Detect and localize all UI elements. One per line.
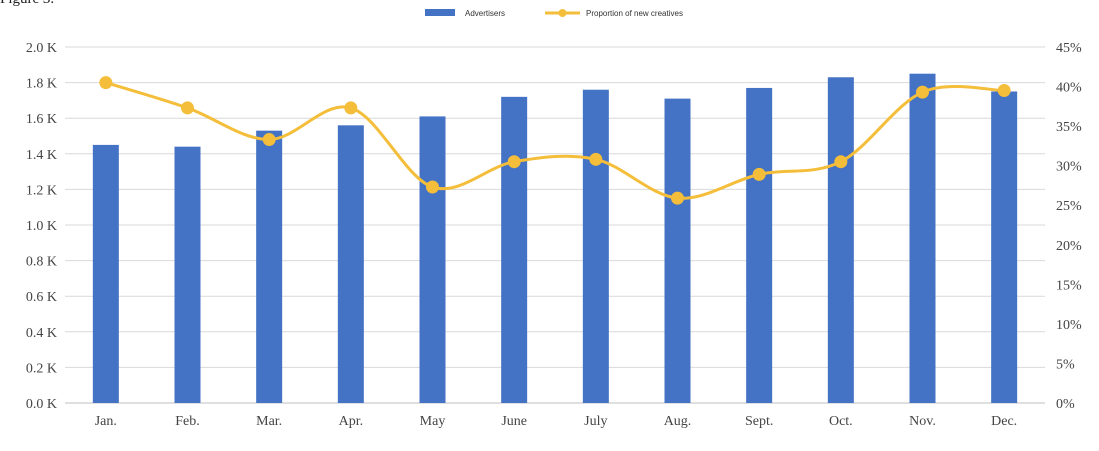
line-point-aug bbox=[671, 191, 684, 205]
left-tick-label: 0.8 K bbox=[26, 255, 57, 270]
left-tick-label: 1.0 K bbox=[26, 219, 57, 234]
x-tick-label: June bbox=[501, 414, 527, 429]
x-tick-label: Feb. bbox=[175, 414, 200, 429]
left-tick-label: 0.6 K bbox=[26, 290, 57, 305]
left-tick-label: 1.6 K bbox=[26, 112, 57, 127]
gridlines bbox=[65, 46, 1045, 404]
right-tick-label: 25% bbox=[1056, 199, 1082, 214]
line-point-sept bbox=[752, 167, 766, 181]
caption-fragment: Figure 3. bbox=[0, 0, 54, 8]
legend-line-label: Proportion of new creatives bbox=[586, 9, 683, 18]
bar-sept bbox=[746, 87, 773, 403]
x-tick-label: Mar. bbox=[256, 414, 282, 429]
left-tick-label: 1.8 K bbox=[26, 77, 57, 92]
right-tick-label: 5% bbox=[1056, 357, 1075, 372]
right-tick-label: 15% bbox=[1056, 278, 1082, 293]
proportion-line bbox=[105, 81, 1005, 200]
line-point-nov bbox=[916, 85, 929, 99]
line-point-feb bbox=[181, 101, 194, 115]
right-tick-label: 20% bbox=[1056, 239, 1082, 254]
bar-aug bbox=[664, 98, 691, 404]
right-tick-label: 35% bbox=[1056, 120, 1082, 135]
left-tick-label: 0.4 K bbox=[26, 326, 57, 341]
bar-july bbox=[582, 89, 609, 403]
x-tick-label: Dec. bbox=[991, 414, 1017, 429]
right-tick-label: 0% bbox=[1056, 397, 1075, 412]
legend-bar-swatch bbox=[425, 9, 455, 16]
line-series bbox=[99, 76, 1011, 205]
left-axis: 0.0 K 0.2 K 0.4 K 0.6 K 0.8 K 1.0 K 1.2 K 1.4 K… bbox=[26, 41, 57, 412]
right-tick-label: 10% bbox=[1056, 318, 1082, 333]
x-tick-label: Sept. bbox=[745, 414, 773, 429]
bar-june bbox=[501, 96, 528, 403]
legend-line-marker bbox=[558, 9, 567, 17]
line-point-apr bbox=[344, 101, 358, 115]
bar-series bbox=[92, 73, 1018, 404]
left-tick-label: 0.2 K bbox=[26, 361, 57, 376]
x-axis: Jan. Feb. Mar. Apr. May June July Aug. Sept. Oct.… bbox=[95, 414, 1017, 429]
line-point-june bbox=[507, 155, 521, 169]
right-tick-label: 30% bbox=[1056, 160, 1082, 175]
line-point-july bbox=[589, 152, 603, 166]
bar-may bbox=[419, 116, 446, 404]
right-tick-label: 45% bbox=[1056, 41, 1082, 56]
x-tick-label: May bbox=[420, 414, 446, 429]
x-tick-label: Apr. bbox=[339, 414, 364, 429]
x-tick-label: Oct. bbox=[829, 414, 853, 429]
line-point-oct bbox=[834, 155, 848, 169]
line-point-dec bbox=[997, 84, 1011, 98]
legend-bar-label: Advertisers bbox=[465, 9, 505, 18]
bar-apr bbox=[337, 125, 364, 403]
line-point-mar bbox=[262, 133, 276, 147]
bar-nov bbox=[909, 73, 936, 403]
right-tick-label: 40% bbox=[1056, 81, 1082, 96]
bar-mar bbox=[256, 130, 283, 403]
legend: Advertisers Proportion of new creatives bbox=[425, 9, 683, 18]
left-tick-label: 0.0 K bbox=[26, 397, 57, 412]
line-point-jan bbox=[99, 76, 113, 90]
x-tick-label: Aug. bbox=[664, 414, 692, 429]
x-tick-label: July bbox=[584, 414, 607, 429]
bar-oct bbox=[827, 77, 854, 403]
x-tick-label: Nov. bbox=[909, 414, 936, 429]
x-tick-label: Jan. bbox=[95, 414, 117, 429]
right-axis: 0% 5% 10% 15% 20% 25% 30% 35% 40% 45% bbox=[1056, 41, 1082, 412]
left-tick-label: 1.2 K bbox=[26, 183, 57, 198]
left-tick-label: 2.0 K bbox=[26, 41, 57, 56]
bar-feb bbox=[174, 146, 201, 403]
line-point-may bbox=[426, 180, 439, 194]
left-tick-label: 1.4 K bbox=[26, 148, 57, 163]
bar-dec bbox=[991, 91, 1018, 403]
bar-jan bbox=[92, 144, 119, 403]
